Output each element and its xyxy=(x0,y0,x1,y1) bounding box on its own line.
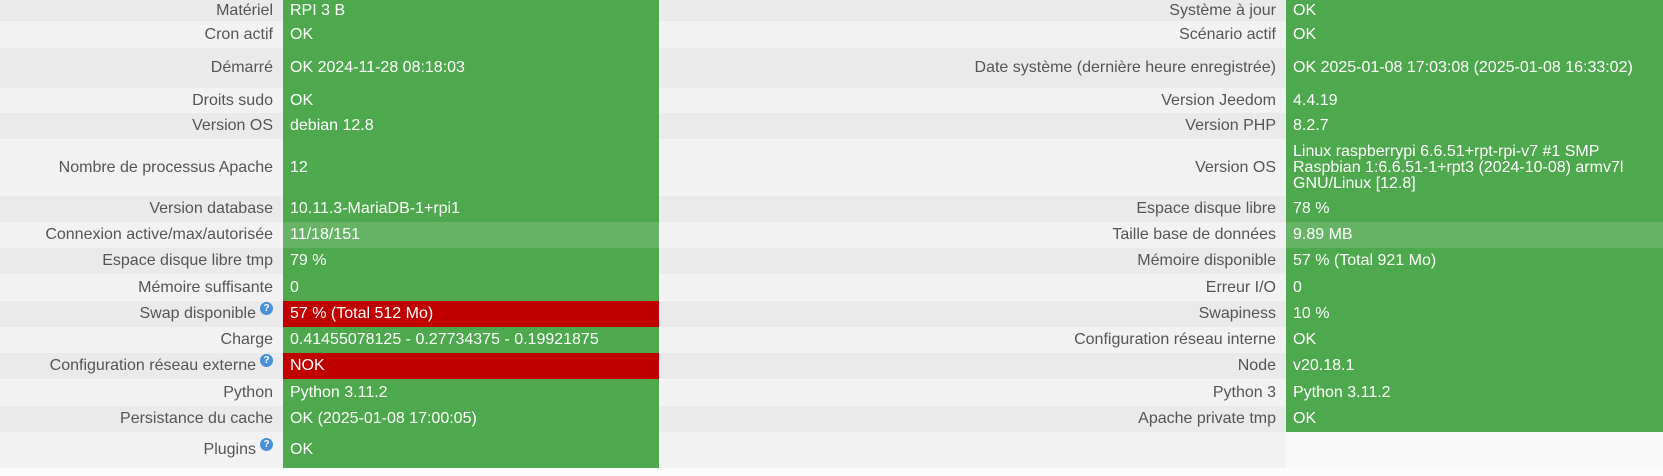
help-icon[interactable]: ? xyxy=(260,353,273,367)
status-value: 12 xyxy=(283,139,659,196)
row-label: Cron actif xyxy=(0,21,283,48)
status-value: OK (2025-01-08 17:00:05) xyxy=(283,406,659,432)
row-label: Python 3 xyxy=(659,379,1286,406)
status-value: OK xyxy=(1286,327,1663,353)
row-label: Espace disque libre tmp xyxy=(0,248,283,274)
row-label: Configuration réseau externe? xyxy=(0,353,283,379)
status-value: RPI 3 B xyxy=(283,0,659,21)
row-label: Nombre de processus Apache xyxy=(0,139,283,196)
row-label xyxy=(659,432,1286,468)
row-label: Connexion active/max/autorisée xyxy=(0,222,283,248)
status-value: debian 12.8 xyxy=(283,113,659,139)
row-label: Taille base de données xyxy=(659,222,1286,248)
status-value: 0 xyxy=(283,274,659,301)
status-value: 10.11.3-MariaDB-1+rpi1 xyxy=(283,196,659,222)
row-label: Node xyxy=(659,353,1286,379)
row-label: Scénario actif xyxy=(659,21,1286,48)
status-value: 8.2.7 xyxy=(1286,113,1663,139)
status-value-error: NOK xyxy=(283,353,659,379)
status-value: OK xyxy=(283,432,659,468)
status-value: 0 xyxy=(1286,274,1663,301)
row-label: Mémoire suffisante xyxy=(0,274,283,301)
status-value: OK xyxy=(1286,406,1663,432)
row-label: Erreur I/O xyxy=(659,274,1286,301)
row-label: Version OS xyxy=(0,113,283,139)
health-row: Connexion active/max/autorisée 11/18/151… xyxy=(0,222,1663,248)
status-value: 0.41455078125 - 0.27734375 - 0.19921875 xyxy=(283,327,659,353)
status-value-error: 57 % (Total 512 Mo) xyxy=(283,301,659,327)
row-label: Persistance du cache xyxy=(0,406,283,432)
row-label: Matériel xyxy=(0,0,283,21)
status-value: OK xyxy=(283,21,659,48)
row-label: Mémoire disponible xyxy=(659,248,1286,274)
status-value: Python 3.11.2 xyxy=(1286,379,1663,406)
status-value: v20.18.1 xyxy=(1286,353,1663,379)
health-row: Cron actif OK Scénario actif OK xyxy=(0,21,1663,48)
health-row: Espace disque libre tmp 79 % Mémoire dis… xyxy=(0,248,1663,274)
status-value: 10 % xyxy=(1286,301,1663,327)
row-label: Swap disponible? xyxy=(0,301,283,327)
help-icon[interactable]: ? xyxy=(260,437,273,451)
row-label: Charge xyxy=(0,327,283,353)
row-label: Plugins? xyxy=(0,432,283,468)
row-label: Système à jour xyxy=(659,0,1286,21)
help-icon[interactable]: ? xyxy=(260,301,273,315)
table-bottom-spacer xyxy=(0,468,1663,476)
row-label: Version database xyxy=(0,196,283,222)
row-label: Version Jeedom xyxy=(659,88,1286,113)
row-label: Swapiness xyxy=(659,301,1286,327)
status-value: OK 2025-01-08 17:03:08 (2025-01-08 16:33… xyxy=(1286,48,1663,88)
empty-cell xyxy=(1286,432,1663,468)
status-value: 79 % xyxy=(283,248,659,274)
status-value: OK 2024-11-28 08:18:03 xyxy=(283,48,659,88)
health-row: Charge 0.41455078125 - 0.27734375 - 0.19… xyxy=(0,327,1663,353)
row-label: Démarré xyxy=(0,48,283,88)
health-row: Version OS debian 12.8 Version PHP 8.2.7 xyxy=(0,113,1663,139)
row-label: Version PHP xyxy=(659,113,1286,139)
health-row: Plugins? OK xyxy=(0,432,1663,468)
row-label: Configuration réseau interne xyxy=(659,327,1286,353)
row-label: Date système (dernière heure enregistrée… xyxy=(659,48,1286,88)
status-value: 57 % (Total 921 Mo) xyxy=(1286,248,1663,274)
row-label: Droits sudo xyxy=(0,88,283,113)
status-value: 9.89 MB xyxy=(1286,222,1663,248)
row-label: Apache private tmp xyxy=(659,406,1286,432)
health-row: Version database 10.11.3-MariaDB-1+rpi1 … xyxy=(0,196,1663,222)
status-value: 78 % xyxy=(1286,196,1663,222)
health-row: Mémoire suffisante 0 Erreur I/O 0 xyxy=(0,274,1663,301)
row-label: Version OS xyxy=(659,139,1286,196)
row-label: Espace disque libre xyxy=(659,196,1286,222)
health-row: Nombre de processus Apache 12 Version OS… xyxy=(0,139,1663,196)
health-row: Matériel RPI 3 B Système à jour OK xyxy=(0,0,1663,21)
health-row: Droits sudo OK Version Jeedom 4.4.19 xyxy=(0,88,1663,113)
health-row: Démarré OK 2024-11-28 08:18:03 Date syst… xyxy=(0,48,1663,88)
status-value: 4.4.19 xyxy=(1286,88,1663,113)
health-row: Python Python 3.11.2 Python 3 Python 3.1… xyxy=(0,379,1663,406)
health-row: Persistance du cache OK (2025-01-08 17:0… xyxy=(0,406,1663,432)
status-value: 11/18/151 xyxy=(283,222,659,248)
status-value: OK xyxy=(1286,0,1663,21)
row-label: Python xyxy=(0,379,283,406)
status-value: Linux raspberrypi 6.6.51+rpt-rpi-v7 #1 S… xyxy=(1286,139,1663,196)
status-value: OK xyxy=(283,88,659,113)
status-value: Python 3.11.2 xyxy=(283,379,659,406)
status-value: OK xyxy=(1286,21,1663,48)
health-row: Configuration réseau externe? NOK Node v… xyxy=(0,353,1663,379)
health-row: Swap disponible? 57 % (Total 512 Mo) Swa… xyxy=(0,301,1663,327)
